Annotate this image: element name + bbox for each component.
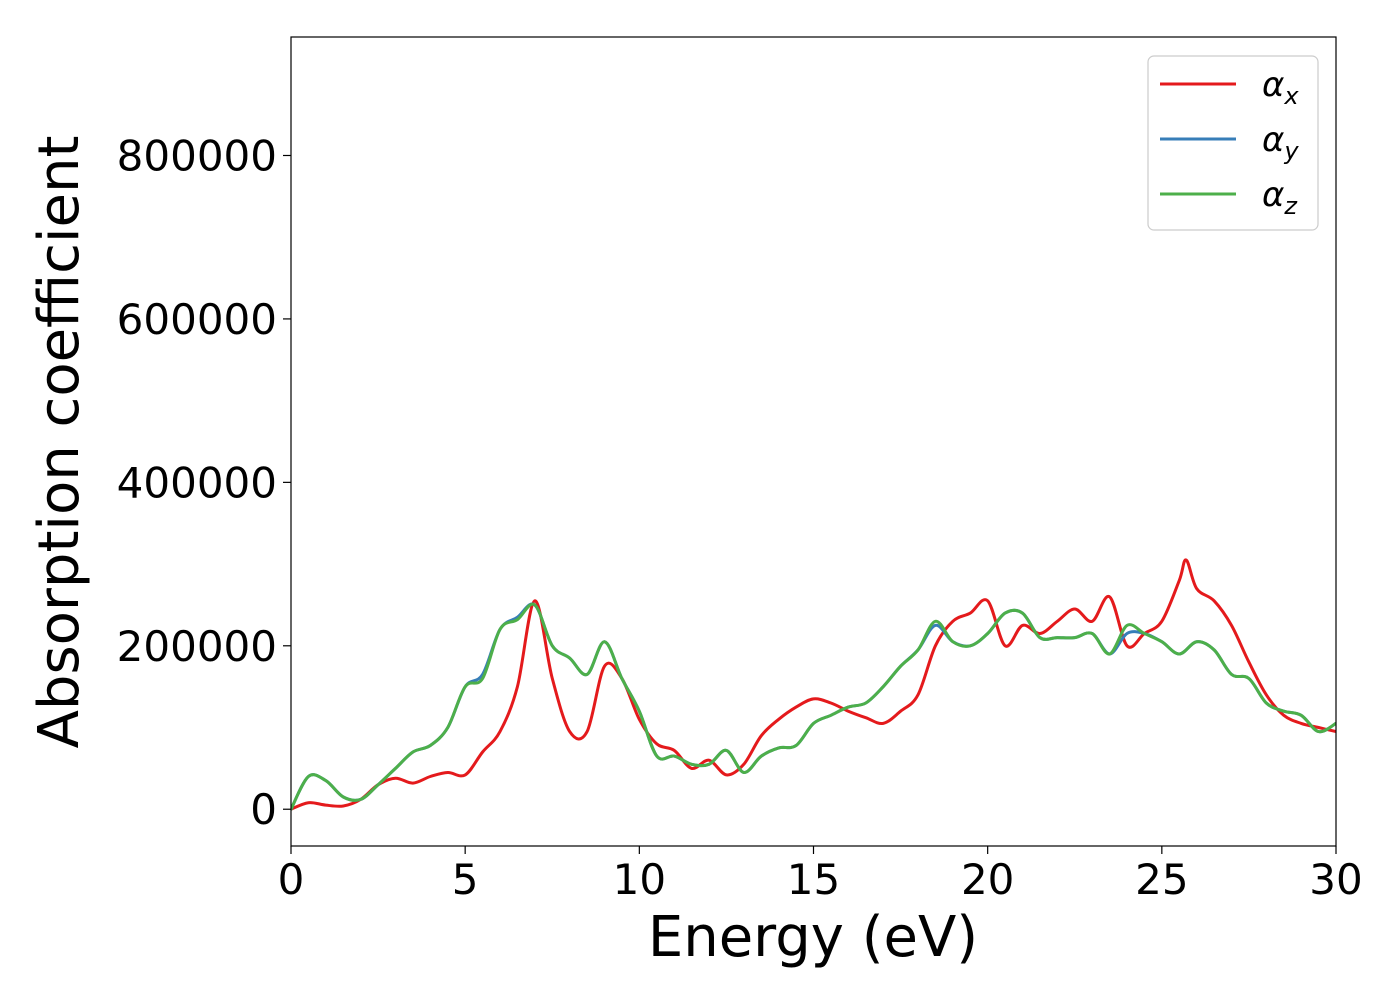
y-axis: 0 200000 400000 600000 800000 (117, 131, 291, 834)
y-tick-label: 200000 (117, 622, 277, 671)
y-tick-label: 800000 (117, 131, 277, 180)
legend-label-z: αz (1262, 175, 1298, 220)
x-tick-label: 15 (787, 855, 840, 904)
x-axis: 0 5 10 15 20 25 30 (278, 846, 1363, 904)
y-tick-label: 0 (250, 785, 277, 834)
x-tick-label: 10 (613, 855, 666, 904)
series-layer (291, 558, 1336, 811)
x-tick-label: 0 (278, 855, 305, 904)
y-tick-label: 600000 (117, 295, 277, 344)
x-tick-label: 5 (452, 855, 479, 904)
x-tick-label: 20 (961, 855, 1014, 904)
series-line-z (291, 602, 1336, 811)
x-tick-label: 30 (1309, 855, 1362, 904)
legend-label-x: αx (1262, 65, 1299, 110)
legend-box (1147, 55, 1319, 231)
legend-label-y: αy (1262, 120, 1299, 165)
x-tick-label: 25 (1135, 855, 1188, 904)
y-axis-label: Absorption coefficient (27, 136, 92, 749)
legend: αx αy αz (1147, 55, 1319, 231)
series-line-x (291, 558, 1336, 811)
y-tick-label: 400000 (117, 458, 277, 507)
x-axis-label: Energy (eV) (648, 905, 978, 970)
